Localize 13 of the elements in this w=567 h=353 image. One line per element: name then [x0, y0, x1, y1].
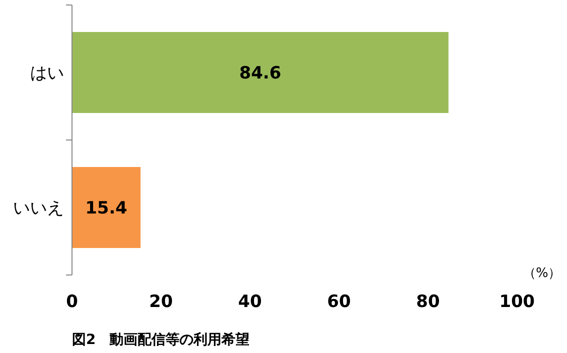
x-tick-label: 0	[66, 292, 78, 312]
x-tick-label: 20	[149, 292, 173, 312]
x-tick-label: 60	[327, 292, 351, 312]
data-label: 84.6	[239, 64, 282, 84]
x-axis-title: （%）	[522, 266, 562, 281]
plot: 84.6 15.4	[72, 32, 448, 248]
x-tick-label: 100	[499, 292, 535, 312]
x-tick-label: 80	[416, 292, 440, 312]
y-tick-label: はい	[30, 64, 64, 84]
data-label: 15.4	[85, 198, 128, 218]
x-tick-label: 40	[238, 292, 262, 312]
y-tick-label: いいえ	[13, 198, 64, 218]
caption: 図2 動画配信等の利用希望	[72, 331, 250, 348]
